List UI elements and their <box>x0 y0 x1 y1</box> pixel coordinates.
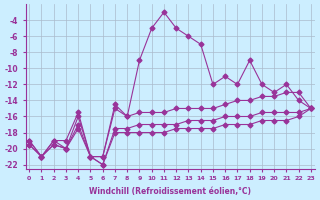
X-axis label: Windchill (Refroidissement éolien,°C): Windchill (Refroidissement éolien,°C) <box>89 187 251 196</box>
